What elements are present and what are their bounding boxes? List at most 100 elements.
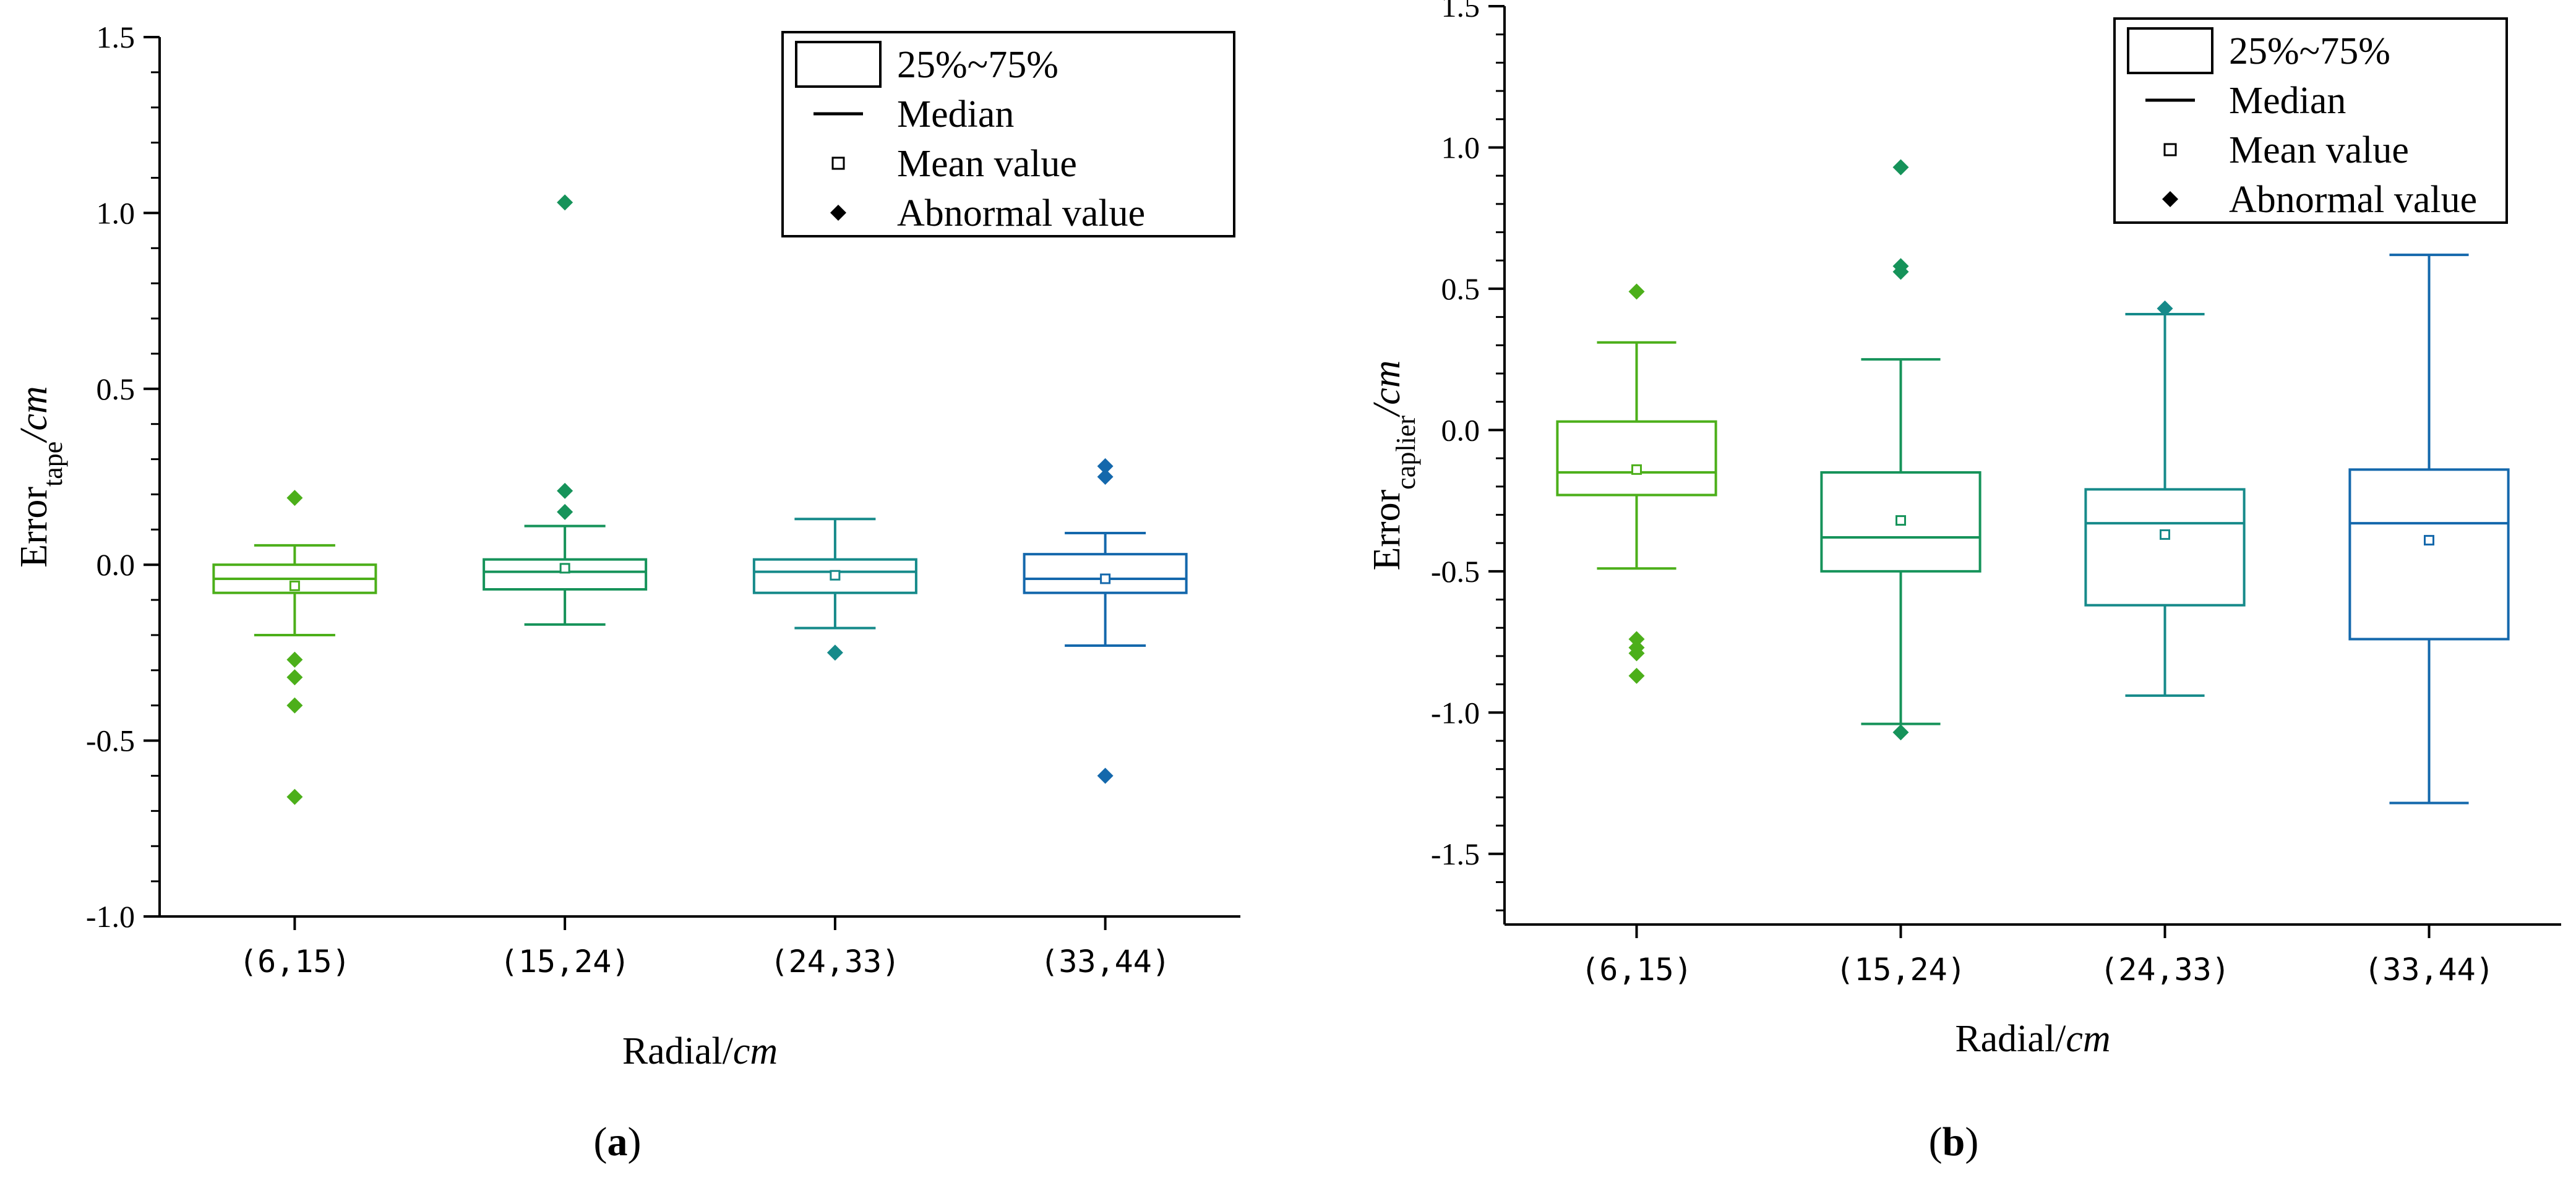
outlier-point xyxy=(1097,458,1114,474)
legend-label: 25%~75% xyxy=(897,44,1058,86)
y-tick-label: 0.5 xyxy=(1441,271,1480,306)
x-category-label: (6,15) xyxy=(239,944,351,980)
legend-mean-swatch xyxy=(831,156,845,170)
y-tick-label: 1.5 xyxy=(97,20,135,54)
mean-marker xyxy=(1100,573,1111,584)
panel-label-open-paren: ( xyxy=(1929,1119,1943,1164)
y-tick-label: -0.5 xyxy=(86,724,135,758)
y-tick-label: 1.5 xyxy=(1441,0,1480,23)
outlier-point xyxy=(557,503,573,520)
legend-label: Median xyxy=(2229,80,2346,122)
x-category-label: (15,24) xyxy=(500,944,630,980)
legend-outlier-swatch xyxy=(2162,191,2178,207)
x-axis-title-main: Radial/ xyxy=(1955,1018,2066,1060)
panel-label-close-paren: ) xyxy=(1965,1119,1978,1164)
x-category-label: (33,44) xyxy=(2364,952,2494,988)
legend-label: Abnormal value xyxy=(2229,179,2477,221)
x-category-label: (24,33) xyxy=(2100,952,2230,988)
y-tick-label: 0.5 xyxy=(97,372,135,406)
iqr-box xyxy=(752,558,917,594)
y-axis-title-subscript: tape xyxy=(38,442,68,487)
box-plot-3 xyxy=(2084,300,2246,697)
outlier-point xyxy=(286,669,303,686)
outlier-point xyxy=(1628,631,1645,647)
mean-marker xyxy=(1896,515,1906,526)
iqr-box xyxy=(483,558,648,591)
iqr-box xyxy=(2084,488,2246,607)
outlier-point xyxy=(286,490,303,506)
y-tick-label: -1.0 xyxy=(1431,695,1480,730)
y-tick-label: 1.0 xyxy=(1441,130,1480,164)
iqr-box xyxy=(1023,553,1188,594)
panel-a-chart: -1.0 -0.5 0.0 0.5 1.0 1.5 (6,15) (15,24) (24,33)… xyxy=(13,20,1240,1164)
outlier-point xyxy=(826,644,843,661)
box-plot-1 xyxy=(212,490,377,805)
legend-label: Median xyxy=(897,93,1014,135)
y-tick-label: 0.0 xyxy=(1441,412,1480,447)
panel-label-letter: b xyxy=(1943,1119,1965,1164)
legend-mean-swatch xyxy=(2163,143,2177,156)
x-axis-title-unit: cm xyxy=(2066,1018,2110,1060)
outlier-point xyxy=(1628,645,1645,662)
x-category-label: (6,15) xyxy=(1581,952,1693,988)
x-category-label: (15,24) xyxy=(1835,952,1966,988)
legend: 25%~75% Median Mean value Abnormal value xyxy=(2113,17,2508,224)
mean-marker xyxy=(1631,464,1642,475)
box-plot-2 xyxy=(1820,159,1981,741)
box-plot-2 xyxy=(483,194,648,626)
outlier-point xyxy=(2157,300,2173,317)
y-axis-title-unit: /cm xyxy=(1366,360,1408,417)
outlier-point xyxy=(1097,767,1114,784)
mean-marker xyxy=(2424,535,2434,546)
box-plot-4 xyxy=(1023,458,1188,784)
box-plot-3 xyxy=(752,518,917,661)
panel-label-letter: a xyxy=(608,1119,628,1164)
panel-label: (a) xyxy=(594,1119,642,1164)
outlier-point xyxy=(286,788,303,805)
y-axis-title-unit: /cm xyxy=(13,386,55,443)
legend: 25%~75% Median Mean value Abnormal value xyxy=(781,31,1235,237)
outlier-point xyxy=(557,482,573,499)
box-plot-4 xyxy=(2348,254,2510,805)
outlier-point xyxy=(1628,667,1645,684)
mean-marker xyxy=(559,563,570,574)
outlier-point xyxy=(1628,283,1645,300)
outlier-point xyxy=(286,697,303,714)
panel-label-close-paren: ) xyxy=(628,1119,642,1164)
iqr-box xyxy=(2348,468,2510,641)
legend-outlier-swatch xyxy=(830,205,846,221)
y-axis-title: Errortape/cm xyxy=(13,386,68,568)
legend-label: 25%~75% xyxy=(2229,30,2390,72)
y-axis-title-subscript: caplier xyxy=(1391,416,1421,490)
y-tick-label: 0.0 xyxy=(97,547,135,582)
outlier-point xyxy=(557,194,573,211)
y-tick-label: -1.5 xyxy=(1431,837,1480,871)
mean-marker xyxy=(289,580,300,591)
mean-marker xyxy=(2160,529,2170,540)
legend-frame xyxy=(2113,17,2508,224)
outlier-point xyxy=(286,651,303,668)
x-axis-title-unit: cm xyxy=(733,1030,778,1072)
box-plot-1 xyxy=(1556,283,1717,684)
x-axis-title-main: Radial/ xyxy=(622,1030,734,1072)
x-axis-title: Radial/cm xyxy=(622,1030,778,1072)
y-axis-title-main: Error xyxy=(1366,489,1408,570)
y-tick-label: -0.5 xyxy=(1431,554,1480,589)
x-axis-title: Radial/cm xyxy=(1955,1018,2110,1060)
legend-box-swatch xyxy=(2127,27,2213,74)
y-tick-label: 1.0 xyxy=(97,195,135,230)
outlier-point xyxy=(1892,263,1909,280)
panel-b-chart: -1.5 -1.0 -0.5 0.0 0.5 1.0 1.5 (6,15) (15,24) (24… xyxy=(1366,0,2561,1164)
outlier-point xyxy=(1892,159,1909,176)
legend-label: Abnormal value xyxy=(897,192,1145,234)
panel-label: (b) xyxy=(1929,1119,1979,1164)
x-category-label: (33,44) xyxy=(1040,944,1170,980)
panel-label-open-paren: ( xyxy=(594,1119,608,1164)
y-axis-title: Errorcaplier/cm xyxy=(1366,360,1421,570)
mean-marker xyxy=(830,570,841,581)
x-category-label: (24,33) xyxy=(770,944,901,980)
y-axis-title-main: Error xyxy=(13,487,55,568)
outlier-point xyxy=(1892,724,1909,741)
outlier-point xyxy=(1097,469,1114,485)
